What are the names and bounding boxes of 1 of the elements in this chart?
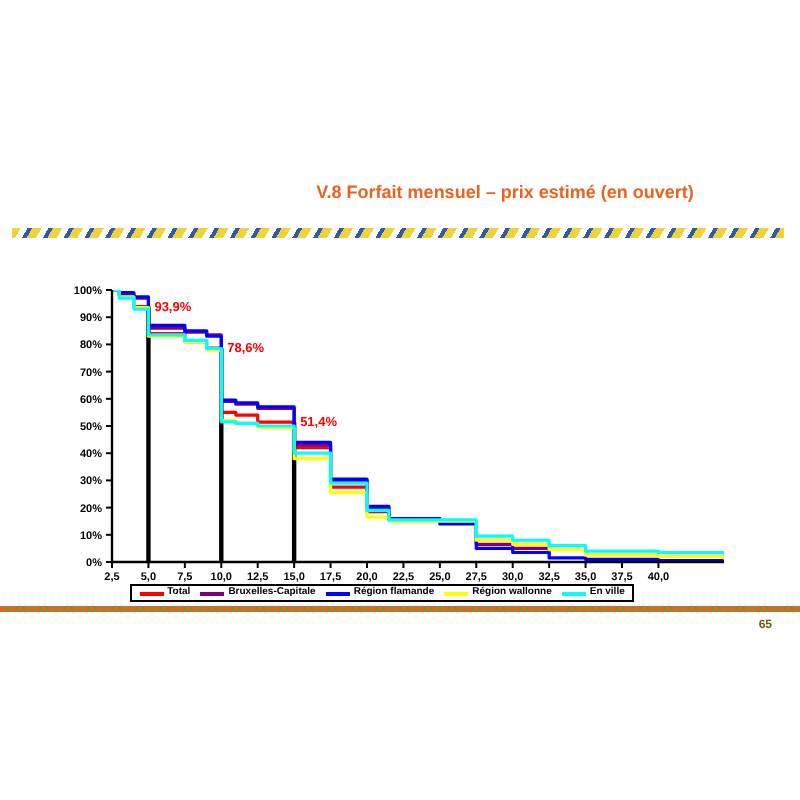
chart-title: V.8 Forfait mensuel – prix estimé (en ouvert) xyxy=(314,182,696,202)
